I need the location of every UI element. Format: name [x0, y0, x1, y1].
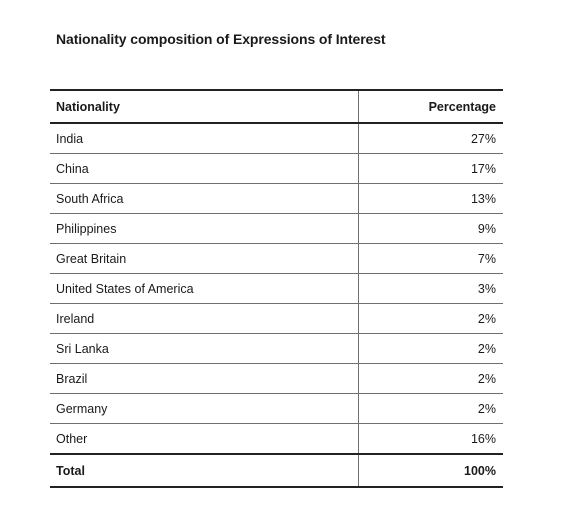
nationality-cell: Philippines: [50, 213, 359, 244]
percentage-cell: 2%: [358, 363, 503, 394]
nationality-cell: Ireland: [50, 303, 359, 334]
table-row: Great Britain 7%: [50, 243, 503, 274]
table-header-row: Nationality Percentage: [50, 89, 503, 124]
nationality-cell: India: [50, 123, 359, 154]
nationality-cell: Other: [50, 423, 359, 455]
total-percentage: 100%: [358, 453, 503, 488]
nationality-table: Nationality Percentage India 27% China 1…: [50, 89, 503, 488]
nationality-cell: China: [50, 153, 359, 184]
percentage-cell: 13%: [358, 183, 503, 214]
nationality-cell: Great Britain: [50, 243, 359, 274]
percentage-cell: 16%: [358, 423, 503, 455]
table-row: China 17%: [50, 153, 503, 184]
document-title: Nationality composition of Expressions o…: [56, 31, 386, 47]
nationality-cell: United States of America: [50, 273, 359, 304]
percentage-cell: 17%: [358, 153, 503, 184]
table-row: Ireland 2%: [50, 303, 503, 334]
nationality-cell: Sri Lanka: [50, 333, 359, 364]
table-row: India 27%: [50, 123, 503, 154]
percentage-cell: 7%: [358, 243, 503, 274]
percentage-cell: 27%: [358, 123, 503, 154]
column-header-percentage: Percentage: [358, 89, 503, 124]
table-row: Sri Lanka 2%: [50, 333, 503, 364]
table-row: Other 16%: [50, 423, 503, 455]
total-label: Total: [50, 453, 359, 488]
table-row: Brazil 2%: [50, 363, 503, 394]
table-row: United States of America 3%: [50, 273, 503, 304]
table-row: Germany 2%: [50, 393, 503, 424]
column-header-nationality: Nationality: [50, 89, 359, 124]
nationality-cell: Germany: [50, 393, 359, 424]
percentage-cell: 2%: [358, 393, 503, 424]
total-row: Total 100%: [50, 453, 503, 488]
percentage-cell: 2%: [358, 303, 503, 334]
nationality-cell: Brazil: [50, 363, 359, 394]
percentage-cell: 2%: [358, 333, 503, 364]
table-row: Philippines 9%: [50, 213, 503, 244]
percentage-cell: 3%: [358, 273, 503, 304]
table-row: South Africa 13%: [50, 183, 503, 214]
percentage-cell: 9%: [358, 213, 503, 244]
nationality-cell: South Africa: [50, 183, 359, 214]
